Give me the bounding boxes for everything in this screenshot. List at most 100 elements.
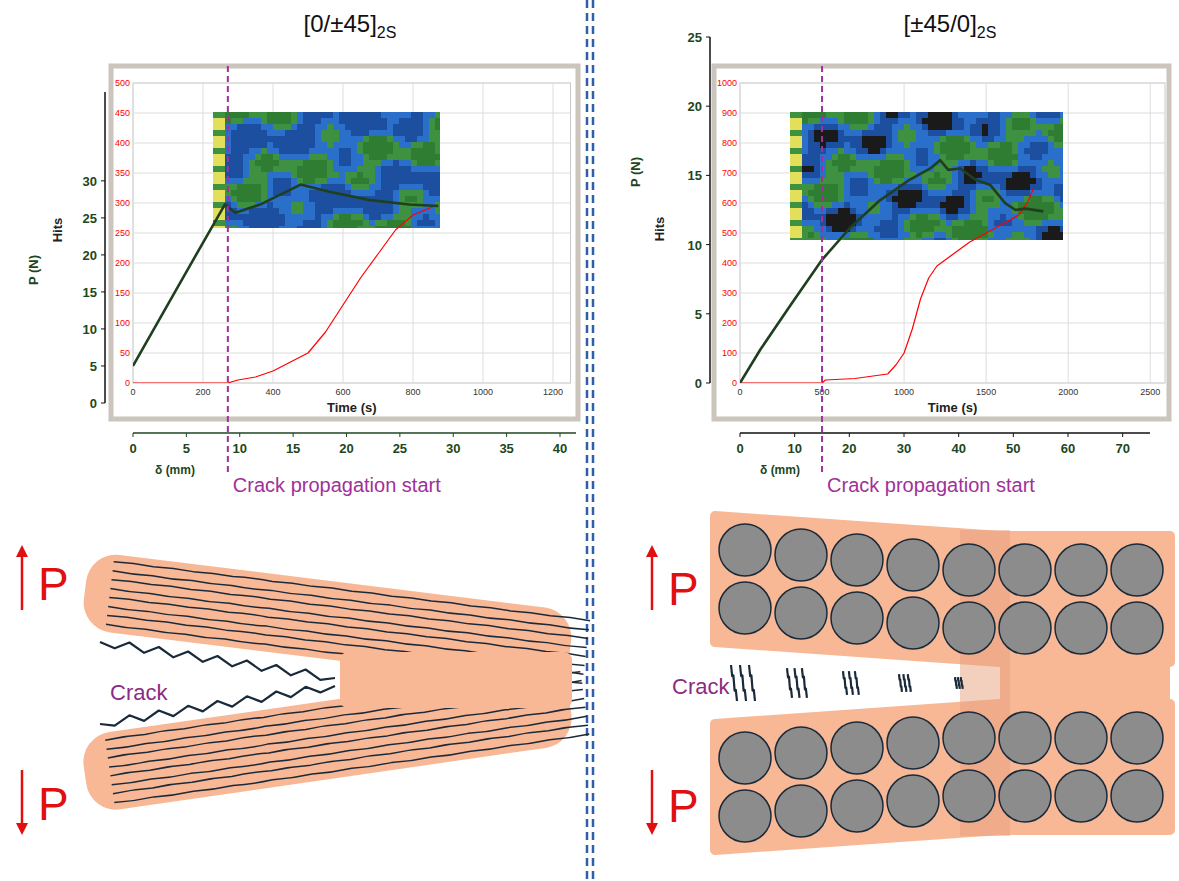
ae-map-cell — [874, 184, 880, 190]
ae-map-cell — [898, 112, 904, 118]
ae-map-cell — [988, 154, 994, 160]
ae-map-cell — [934, 214, 940, 220]
ae-map-cell — [351, 226, 357, 228]
ae-map-cell — [291, 208, 297, 214]
ae-map-cell — [375, 130, 381, 136]
ae-map-cell — [904, 124, 910, 130]
ae-map-cell — [1054, 154, 1060, 160]
plot-frame — [111, 66, 578, 419]
ae-map-cell — [249, 220, 255, 226]
fiber-section — [719, 582, 771, 634]
ae-map-cell — [886, 232, 892, 238]
ae-map-cell — [802, 214, 808, 220]
ae-map-cell — [892, 226, 898, 232]
ae-map-cell — [285, 166, 291, 172]
fiber-line — [109, 698, 584, 767]
ae-map-cell — [291, 172, 297, 178]
ae-map-cell — [333, 160, 339, 166]
ae-map-cell — [303, 118, 309, 124]
ae-map-cell — [285, 220, 291, 226]
ae-map-cell — [237, 160, 243, 166]
ae-map-cell — [880, 208, 886, 214]
ae-map-cell — [928, 238, 934, 240]
ae-map-cell — [375, 136, 381, 142]
ae-map-cell — [387, 142, 393, 148]
ae-map-cell — [435, 190, 440, 196]
ae-map-cell — [285, 118, 291, 124]
ae-map-cell — [369, 142, 375, 148]
ae-map-cell — [802, 154, 808, 160]
ae-map-cell — [892, 130, 898, 136]
ae-map-cell — [315, 202, 321, 208]
ae-map-cell — [219, 196, 225, 202]
ae-map-cell — [796, 154, 802, 160]
ae-map-cell — [838, 208, 844, 214]
ae-map-cell — [964, 226, 970, 232]
ae-map-cell — [928, 190, 934, 196]
ae-map-cell — [435, 148, 440, 154]
ae-map-cell — [261, 118, 267, 124]
ae-map-cell — [351, 220, 357, 226]
ae-map-cell — [339, 220, 345, 226]
ae-map-cell — [351, 184, 357, 190]
ae-map-cell — [844, 130, 850, 136]
ae-map-cell — [1060, 154, 1063, 160]
chart-panel: [±45/0]2S0500100015002000250001002003004… — [628, 10, 1169, 496]
ae-map-cell — [273, 136, 279, 142]
ae-map-cell — [237, 136, 243, 142]
ae-map-cell — [417, 184, 423, 190]
ae-map-cell — [910, 112, 916, 118]
ae-map-cell — [291, 160, 297, 166]
ae-map-cell — [261, 190, 267, 196]
ae-map-cell — [417, 196, 423, 202]
ae-map-cell — [261, 142, 267, 148]
ae-map-cell — [988, 172, 994, 178]
ae-map-cell — [345, 136, 351, 142]
ae-map-cell — [399, 196, 405, 202]
ae-map-cell — [327, 148, 333, 154]
ae-map-cell — [904, 202, 910, 208]
ae-map-cell — [1048, 226, 1054, 232]
grid-line-y — [740, 353, 1165, 354]
ae-map-cell — [369, 130, 375, 136]
ae-map-cell — [381, 112, 387, 118]
ae-map-cell — [946, 208, 952, 214]
x2-tick — [506, 433, 507, 437]
y-tick-label: 1000 — [717, 78, 737, 88]
ae-map-cell — [976, 190, 982, 196]
ae-map-cell — [952, 238, 958, 240]
ae-map-cell — [333, 124, 339, 130]
ae-map-cell — [291, 142, 297, 148]
ae-map-cell — [1036, 202, 1042, 208]
ae-map-cell — [1024, 178, 1030, 184]
ae-map-cell — [850, 142, 856, 148]
ae-map-cell — [844, 166, 850, 172]
ae-map-cell — [838, 196, 844, 202]
ae-map-cell — [934, 220, 940, 226]
ae-map-cell — [411, 118, 417, 124]
ae-map-cell — [874, 124, 880, 130]
ae-map-cell — [856, 196, 862, 202]
ae-map-cell — [904, 190, 910, 196]
ae-map-cell — [267, 130, 273, 136]
ae-map-cell — [255, 118, 261, 124]
ae-map-cell — [1048, 160, 1054, 166]
ae-map-cell — [970, 148, 976, 154]
fiber-section — [719, 732, 771, 784]
ae-map-cell — [898, 130, 904, 136]
ae-map-cell — [267, 136, 273, 142]
ae-map-cell — [231, 220, 237, 226]
ae-map-cell — [862, 202, 868, 208]
ae-map-cell — [964, 184, 970, 190]
ae-map-cell — [309, 202, 315, 208]
ae-map-cell — [1018, 124, 1024, 130]
ae-map-cell — [291, 202, 297, 208]
y-tick-label: 150 — [115, 288, 130, 298]
ae-map-cell — [327, 136, 333, 142]
ae-map-cell — [333, 220, 339, 226]
ae-map-cell — [880, 136, 886, 142]
ae-map-cell — [237, 124, 243, 130]
ae-map-cell — [952, 214, 958, 220]
ae-map-cell — [291, 148, 297, 154]
ae-map-cell — [868, 136, 874, 142]
